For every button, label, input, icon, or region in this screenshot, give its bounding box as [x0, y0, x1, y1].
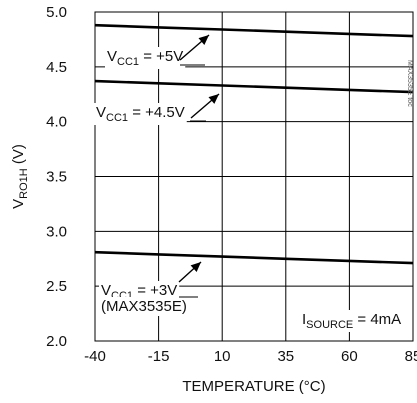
arrow-head-3v	[190, 262, 201, 273]
series-line-1	[94, 79, 414, 94]
series-group	[94, 23, 414, 265]
y-tick-label: 4.0	[46, 114, 67, 131]
plot-frame	[94, 11, 414, 342]
y-tick-label: 3.0	[46, 223, 67, 240]
label-arrows	[178, 34, 220, 298]
series-label-vcc1-3v-part: (MAX3535E)	[101, 298, 187, 315]
series-label-vcc1-4-5v: VCC1 = +4.5V	[96, 104, 185, 124]
series-line-2	[94, 250, 414, 265]
label-mask	[105, 47, 186, 69]
arrow-head-4-5v	[208, 94, 219, 104]
y-tick-label: 2.0	[46, 333, 67, 350]
label-mask	[94, 103, 187, 125]
label-mask	[300, 310, 404, 332]
figure-id-text: MAX3535E toc	[406, 60, 413, 107]
x-tick-label: 10	[214, 348, 231, 365]
x-tick-labels: -40 -15 10 35 60 85	[84, 348, 417, 365]
y-tick-labels: 5.0 4.5 4.0 3.5 3.0 2.5 2.0	[46, 4, 67, 350]
series-line-0	[94, 23, 414, 38]
y-tick-label: 2.5	[46, 278, 67, 295]
x-tick-label: -40	[84, 348, 106, 365]
series-label-vcc1-5v: VCC1 = +5V	[107, 48, 183, 68]
x-axis-label: TEMPERATURE (°C)	[182, 378, 325, 395]
arrow-head-5v	[198, 35, 209, 45]
x-tick-label: -15	[148, 348, 170, 365]
x-tick-label: 85	[405, 348, 417, 365]
label-mask	[99, 297, 189, 316]
y-axis-label: VRO1H (V)	[10, 144, 30, 209]
y-tick-label: 3.5	[46, 169, 67, 186]
isource-annotation: ISOURCE = 4mA	[302, 311, 401, 331]
x-tick-label: 35	[277, 348, 294, 365]
x-tick-label: 60	[341, 348, 358, 365]
y-tick-label: 5.0	[46, 4, 67, 21]
y-tick-label: 4.5	[46, 59, 67, 76]
